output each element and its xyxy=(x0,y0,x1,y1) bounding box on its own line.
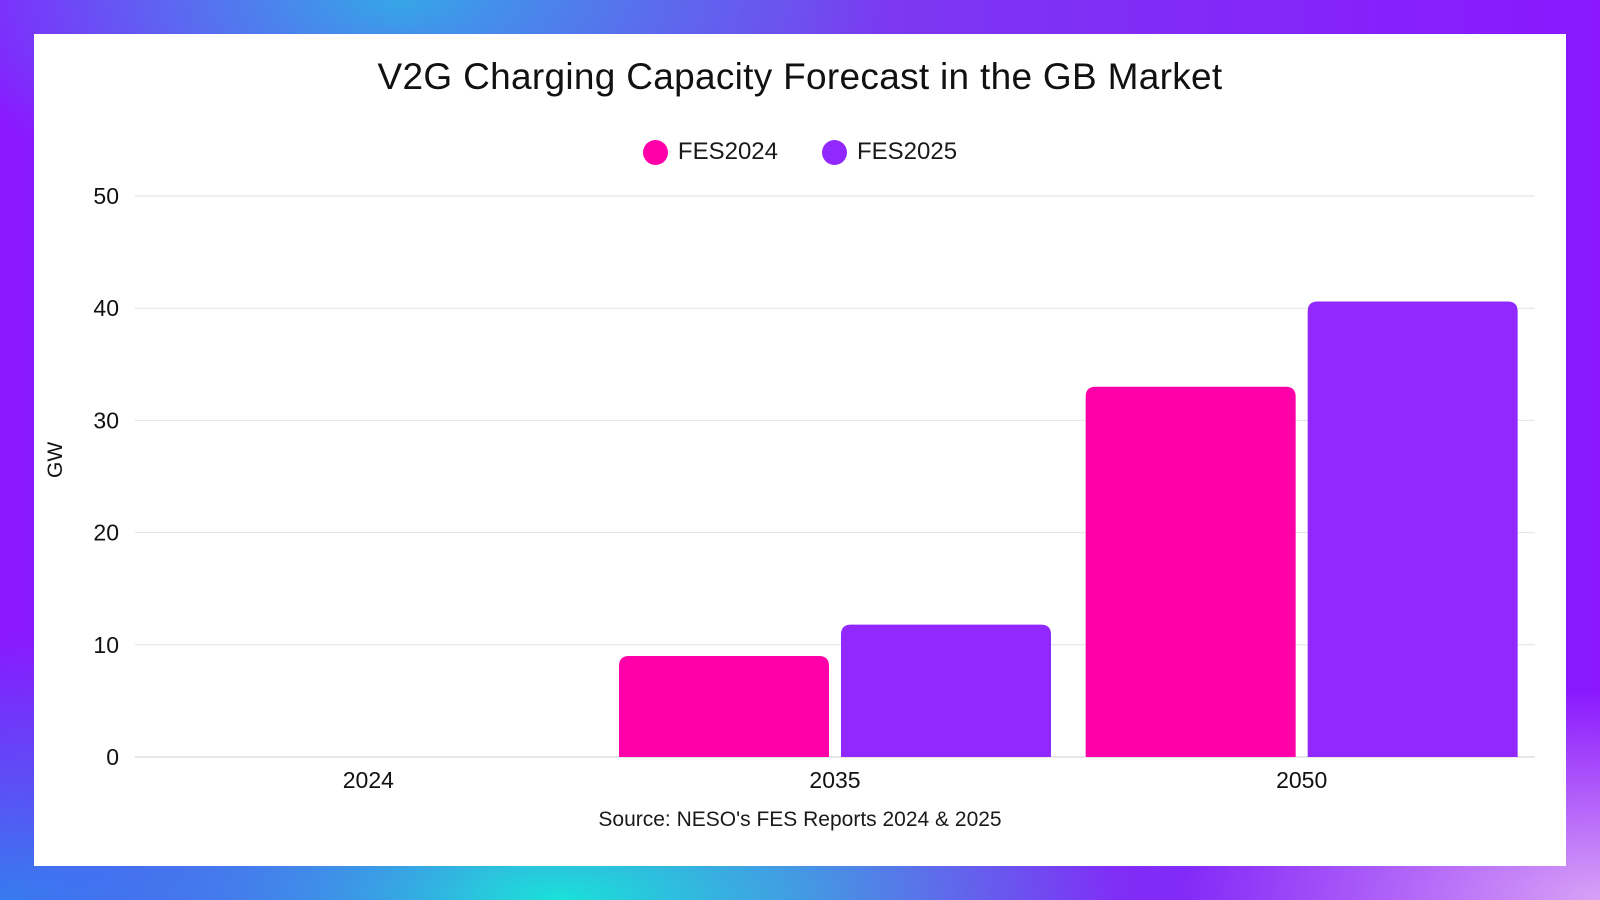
y-tick-label: 40 xyxy=(93,295,119,321)
x-tick-labels: 2024 2035 2050 xyxy=(343,767,1328,793)
bar-fes2025-2035 xyxy=(841,624,1051,757)
legend-label-fes2025: FES2025 xyxy=(857,138,958,165)
y-tick-label: 0 xyxy=(106,744,119,770)
legend-swatch-fes2025 xyxy=(822,139,847,165)
x-tick-label: 2024 xyxy=(343,767,394,793)
legend-label-fes2024: FES2024 xyxy=(677,138,778,165)
bars xyxy=(619,301,1518,757)
x-tick-label: 2035 xyxy=(809,767,860,793)
bar-fes2024-2050 xyxy=(1085,386,1296,757)
y-tick-label: 50 xyxy=(93,183,119,209)
legend: FES2024 FES2025 xyxy=(0,138,1600,166)
legend-item-fes2024: FES2024 xyxy=(642,138,778,166)
bar-fes2025-2050 xyxy=(1307,301,1518,757)
legend-swatch-fes2024 xyxy=(642,139,668,165)
gridlines xyxy=(135,195,1535,758)
chart-title: V2G Charging Capacity Forecast in the GB… xyxy=(377,56,1223,97)
source-note: Source: NESO's FES Reports 2024 & 2025 xyxy=(598,808,1002,831)
y-tick-labels: 0 10 20 30 40 50 xyxy=(93,183,119,770)
legend-item-fes2025: FES2025 xyxy=(822,138,957,166)
x-tick-label: 2050 xyxy=(1276,767,1327,793)
y-tick-label: 10 xyxy=(93,632,119,658)
y-tick-label: 30 xyxy=(93,407,119,433)
bar-fes2024-2035 xyxy=(619,656,829,757)
y-tick-label: 20 xyxy=(93,520,119,546)
